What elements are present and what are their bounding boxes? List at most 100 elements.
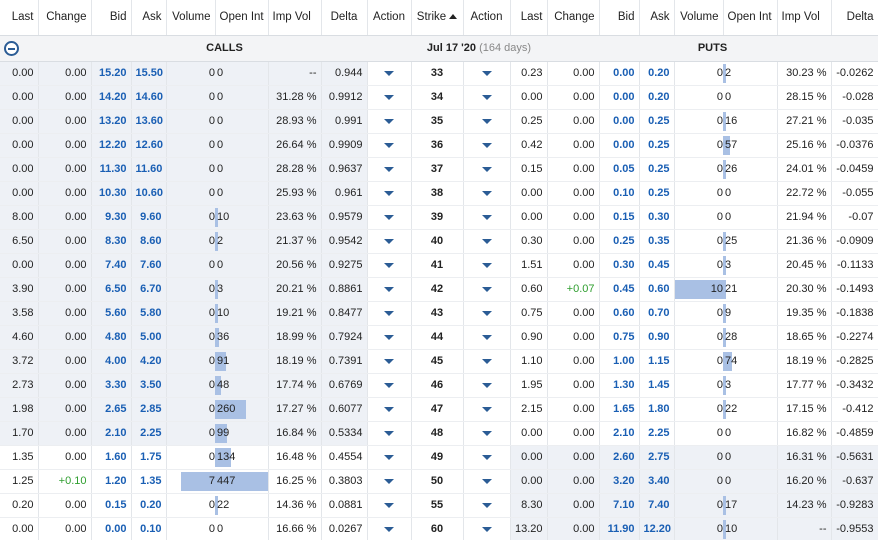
call-bid[interactable]: 5.60 — [91, 301, 132, 326]
put-action-menu[interactable] — [463, 133, 511, 158]
put-ask[interactable]: 7.40 — [639, 493, 675, 518]
call-ask[interactable]: 1.75 — [131, 445, 167, 470]
put-bid[interactable]: 0.10 — [599, 181, 640, 206]
call-bid[interactable]: 0.00 — [91, 517, 132, 540]
put-action-menu[interactable] — [463, 61, 511, 86]
call-ask[interactable]: 8.60 — [131, 229, 167, 254]
dropdown-caret-icon[interactable] — [481, 383, 492, 388]
call-bid[interactable]: 7.40 — [91, 253, 132, 278]
call-ask[interactable]: 15.50 — [131, 61, 167, 86]
dropdown-caret-icon[interactable] — [384, 503, 394, 508]
call-ask[interactable]: 2.25 — [131, 421, 167, 446]
put-action-menu[interactable] — [463, 445, 511, 470]
call-action-menu[interactable] — [367, 397, 412, 422]
dropdown-caret-icon[interactable] — [481, 191, 492, 196]
dropdown-caret-icon[interactable] — [384, 287, 394, 292]
dropdown-caret-icon[interactable] — [481, 335, 492, 340]
call-bid[interactable]: 1.60 — [91, 445, 132, 470]
put-action-menu[interactable] — [463, 109, 511, 134]
call-bid[interactable]: 15.20 — [91, 61, 132, 86]
call-ask[interactable]: 9.60 — [131, 205, 167, 230]
put-bid[interactable]: 0.30 — [599, 253, 640, 278]
put-action-menu[interactable] — [463, 277, 511, 302]
call-action-menu[interactable] — [367, 85, 412, 110]
col-call-last[interactable]: Last — [0, 0, 39, 36]
put-action-menu[interactable] — [463, 469, 511, 494]
col-call-bid[interactable]: Bid — [91, 0, 132, 36]
put-bid[interactable]: 0.00 — [599, 85, 640, 110]
col-call-change[interactable]: Change — [38, 0, 92, 36]
call-action-menu[interactable] — [367, 157, 412, 182]
call-ask[interactable]: 2.85 — [131, 397, 167, 422]
dropdown-caret-icon[interactable] — [481, 431, 492, 436]
put-ask[interactable]: 0.90 — [639, 325, 675, 350]
put-action-menu[interactable] — [463, 421, 511, 446]
call-bid[interactable]: 2.65 — [91, 397, 132, 422]
col-call-volume[interactable]: Volume — [166, 0, 216, 36]
put-bid[interactable]: 0.00 — [599, 61, 640, 86]
dropdown-caret-icon[interactable] — [384, 215, 394, 220]
call-bid[interactable]: 4.80 — [91, 325, 132, 350]
col-put-delta[interactable]: Delta — [831, 0, 878, 36]
dropdown-caret-icon[interactable] — [384, 311, 394, 316]
call-action-menu[interactable] — [367, 133, 412, 158]
dropdown-caret-icon[interactable] — [481, 263, 492, 268]
call-action-menu[interactable] — [367, 61, 412, 86]
dropdown-caret-icon[interactable] — [384, 407, 394, 412]
put-bid[interactable]: 11.90 — [599, 517, 640, 540]
put-ask[interactable]: 0.45 — [639, 253, 675, 278]
put-bid[interactable]: 0.05 — [599, 157, 640, 182]
call-ask[interactable]: 1.35 — [131, 469, 167, 494]
dropdown-caret-icon[interactable] — [384, 479, 394, 484]
call-ask[interactable]: 5.80 — [131, 301, 167, 326]
call-ask[interactable]: 14.60 — [131, 85, 167, 110]
call-ask[interactable]: 5.00 — [131, 325, 167, 350]
dropdown-caret-icon[interactable] — [481, 119, 492, 124]
dropdown-caret-icon[interactable] — [481, 215, 492, 220]
col-put-bid[interactable]: Bid — [599, 0, 640, 36]
put-bid[interactable]: 0.25 — [599, 229, 640, 254]
dropdown-caret-icon[interactable] — [481, 143, 492, 148]
col-strike[interactable]: Strike — [411, 0, 464, 36]
put-action-menu[interactable] — [463, 253, 511, 278]
call-bid[interactable]: 12.20 — [91, 133, 132, 158]
call-action-menu[interactable] — [367, 205, 412, 230]
call-action-menu[interactable] — [367, 493, 412, 518]
put-ask[interactable]: 0.35 — [639, 229, 675, 254]
col-put-volume[interactable]: Volume — [674, 0, 724, 36]
dropdown-caret-icon[interactable] — [481, 359, 492, 364]
put-bid[interactable]: 0.00 — [599, 133, 640, 158]
call-bid[interactable]: 2.10 — [91, 421, 132, 446]
put-action-menu[interactable] — [463, 157, 511, 182]
dropdown-caret-icon[interactable] — [384, 263, 394, 268]
put-action-menu[interactable] — [463, 493, 511, 518]
dropdown-caret-icon[interactable] — [481, 527, 492, 532]
put-bid[interactable]: 0.15 — [599, 205, 640, 230]
call-bid[interactable]: 4.00 — [91, 349, 132, 374]
dropdown-caret-icon[interactable] — [384, 431, 394, 436]
call-bid[interactable]: 10.30 — [91, 181, 132, 206]
put-bid[interactable]: 1.00 — [599, 349, 640, 374]
call-bid[interactable]: 8.30 — [91, 229, 132, 254]
dropdown-caret-icon[interactable] — [481, 287, 492, 292]
call-bid[interactable]: 6.50 — [91, 277, 132, 302]
put-ask[interactable]: 1.80 — [639, 397, 675, 422]
put-ask[interactable]: 2.25 — [639, 421, 675, 446]
put-bid[interactable]: 3.20 — [599, 469, 640, 494]
call-ask[interactable]: 13.60 — [131, 109, 167, 134]
call-bid[interactable]: 13.20 — [91, 109, 132, 134]
call-action-menu[interactable] — [367, 349, 412, 374]
dropdown-caret-icon[interactable] — [481, 407, 492, 412]
put-action-menu[interactable] — [463, 301, 511, 326]
dropdown-caret-icon[interactable] — [481, 167, 492, 172]
dropdown-caret-icon[interactable] — [384, 191, 394, 196]
dropdown-caret-icon[interactable] — [481, 239, 492, 244]
col-put-change[interactable]: Change — [547, 0, 600, 36]
dropdown-caret-icon[interactable] — [384, 119, 394, 124]
put-ask[interactable]: 0.20 — [639, 61, 675, 86]
call-action-menu[interactable] — [367, 469, 412, 494]
put-action-menu[interactable] — [463, 85, 511, 110]
put-ask[interactable]: 1.45 — [639, 373, 675, 398]
put-bid[interactable]: 0.45 — [599, 277, 640, 302]
put-ask[interactable]: 3.40 — [639, 469, 675, 494]
